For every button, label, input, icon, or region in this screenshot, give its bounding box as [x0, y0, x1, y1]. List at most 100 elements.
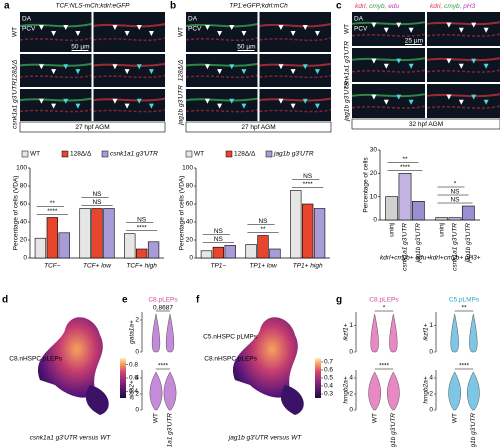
vessel	[93, 62, 166, 67]
panel-label: g	[336, 295, 342, 306]
arrowhead	[483, 27, 489, 33]
statistic: *	[383, 305, 386, 312]
vessel	[19, 37, 92, 42]
arrowhead	[302, 98, 308, 104]
umap-cells	[232, 317, 298, 398]
y-tick-label: 40	[20, 219, 28, 226]
bar	[302, 203, 314, 259]
vessel	[185, 62, 258, 67]
caption: 27 hpf AGM	[75, 124, 109, 131]
category-label: kdrl+cmyb+ pH3+	[429, 255, 480, 262]
y-tick-label: 0	[429, 407, 433, 414]
arrowhead	[278, 64, 284, 70]
category-label: TP1+ low	[249, 263, 278, 270]
y-axis-label: Percentage of cells	[363, 157, 370, 213]
arrowhead	[148, 103, 154, 109]
vessel	[351, 105, 426, 109]
arrowhead	[458, 63, 464, 69]
vessel-label: DA	[188, 16, 198, 23]
y-tick-label: 0	[349, 407, 353, 414]
legend-label: 128Δ/Δ	[70, 151, 92, 158]
bar-label: jag1b g3'UTR	[465, 223, 472, 264]
y-axis-label: hmgb2a+	[423, 376, 430, 403]
vessel-label: DA	[22, 16, 32, 23]
category-label: kdrl+cmyb+ edu+	[380, 255, 430, 262]
category-label: TP1−	[210, 263, 226, 270]
arrowhead	[408, 63, 414, 69]
row-label: WT	[12, 27, 19, 37]
arrowhead	[371, 58, 377, 64]
arrowhead	[241, 31, 247, 36]
y-tick-label: 80	[186, 183, 194, 190]
image-header: kdrl, cmyb, pH3	[430, 3, 476, 10]
significance: **	[402, 156, 408, 163]
plot-title: C5.pLMPs	[449, 297, 480, 304]
group-label: WT	[153, 413, 160, 423]
significance: ****	[303, 181, 314, 188]
violin	[149, 371, 163, 411]
vessel	[19, 109, 92, 113]
arrowhead	[314, 31, 320, 36]
significance: NS	[92, 191, 102, 198]
significance: **	[50, 200, 56, 207]
bar	[385, 196, 399, 221]
row-label: csnk1a1 g3'UTR	[344, 41, 351, 89]
arrowhead	[471, 94, 477, 100]
arrowhead	[124, 31, 130, 36]
row-label: 128Δ/Δ	[178, 60, 185, 81]
arrowhead	[112, 98, 118, 104]
header-word: cmyb,	[444, 3, 463, 10]
bar	[200, 250, 213, 259]
legend-label: WT	[194, 151, 204, 158]
bar	[448, 217, 462, 221]
vessel	[93, 23, 166, 28]
violin	[469, 313, 478, 353]
legend-label: csnk1a1 g3'UTR	[110, 151, 158, 158]
y-tick-label: 2	[429, 391, 433, 398]
arrowhead	[314, 69, 320, 75]
arrowhead	[302, 64, 308, 70]
arrowhead	[75, 31, 81, 36]
legend-swatch	[21, 150, 29, 158]
arrowhead	[290, 69, 296, 75]
y-tick-label: 10	[370, 193, 378, 200]
arrowhead	[241, 103, 247, 109]
arrowhead	[278, 25, 284, 30]
group-label: csnk1a1 g3'UTR	[167, 413, 174, 447]
significance: NS	[450, 189, 460, 196]
bar	[136, 248, 148, 259]
y-tick-label: 0	[189, 255, 193, 262]
arrowhead	[136, 98, 142, 104]
y-axis-label: ikzf1+	[423, 323, 430, 340]
arrowhead	[458, 99, 464, 105]
legend-label: jag1b g3'UTR	[273, 151, 314, 158]
y-axis-label: alas2+	[129, 380, 136, 400]
significance: NS	[137, 216, 147, 223]
vessel	[259, 37, 332, 42]
colorbar	[120, 358, 126, 398]
micrograph	[93, 89, 165, 121]
panel-label: f	[196, 295, 200, 306]
arrowhead	[124, 103, 130, 109]
statistic: ****	[459, 363, 470, 370]
bar	[212, 246, 224, 259]
micrograph	[259, 89, 331, 121]
arrowhead	[204, 64, 210, 70]
significance: NS	[450, 197, 460, 204]
arrowhead	[112, 64, 118, 70]
vessel-label: PCV	[354, 26, 368, 33]
arrowhead	[136, 25, 142, 30]
group-label: jag1b g3'UTR	[470, 413, 477, 447]
plot-title: C8.pLEPs	[369, 297, 399, 304]
caption: csnk1a1 g3'UTR versus WT	[30, 435, 112, 442]
bar	[103, 208, 115, 259]
statistic: **	[461, 305, 467, 312]
micrograph	[427, 48, 500, 82]
statistic: 0.8687	[153, 305, 173, 312]
y-tick-label: 30	[370, 147, 378, 154]
y-tick-label: 60	[186, 201, 194, 208]
violin	[387, 371, 400, 411]
vessel	[351, 69, 426, 73]
